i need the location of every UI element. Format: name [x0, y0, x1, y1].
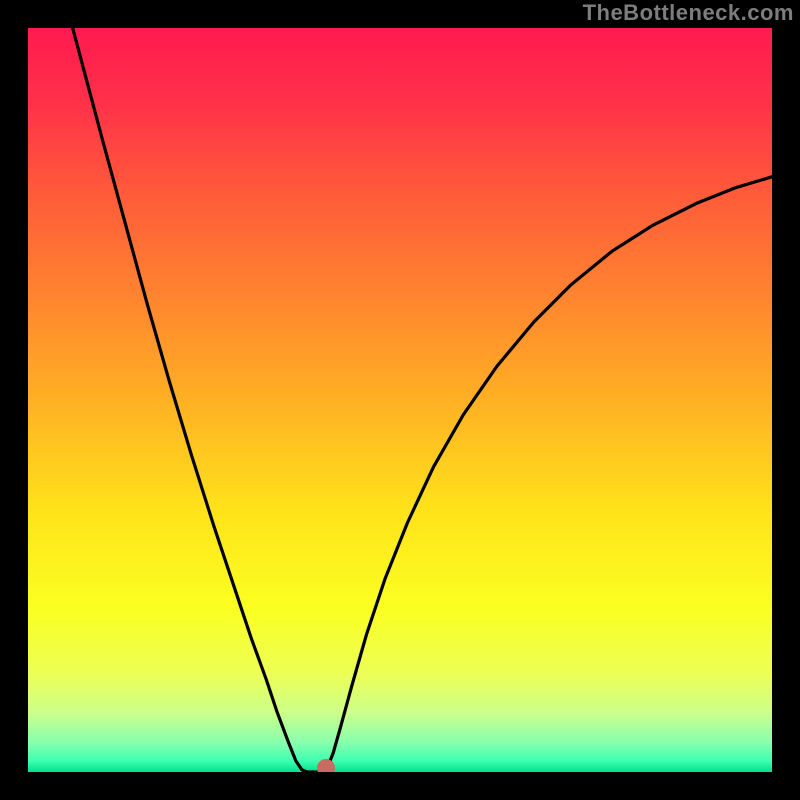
plot-area [28, 28, 772, 772]
optimal-point-marker [317, 759, 335, 772]
watermark-text: TheBottleneck.com [583, 0, 794, 26]
bottleneck-curve [28, 28, 772, 772]
curve-path [73, 28, 772, 772]
chart-root: { "watermark": { "text": "TheBottleneck.… [0, 0, 800, 800]
